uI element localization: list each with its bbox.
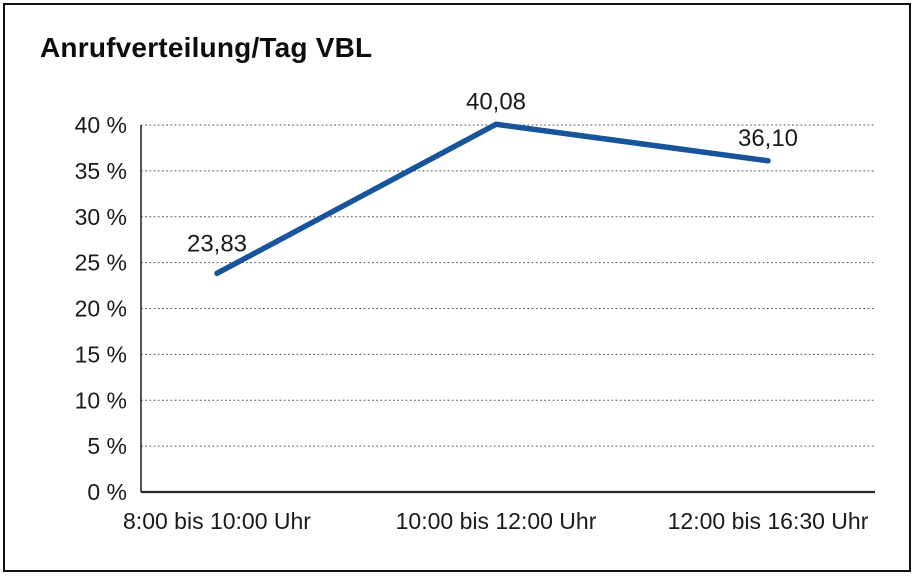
data-point-label: 40,08 [466, 88, 526, 115]
chart-title: Anrufverteilung/Tag VBL [40, 32, 373, 63]
x-category-label: 8:00 bis 10:00 Uhr [123, 508, 311, 534]
data-point-label: 36,10 [738, 125, 798, 152]
y-tick-label: 20 % [75, 296, 127, 322]
y-tick-label: 30 % [75, 204, 127, 230]
data-point-label: 23,83 [187, 230, 247, 257]
y-tick-label: 15 % [75, 341, 127, 367]
y-tick-label: 5 % [87, 433, 127, 459]
y-tick-label: 35 % [75, 158, 127, 184]
x-category-label: 12:00 bis 16:30 Uhr [668, 508, 869, 534]
y-tick-label: 40 % [75, 112, 127, 138]
chart-frame [3, 3, 911, 572]
y-tick-label: 25 % [75, 250, 127, 276]
data-line [214, 121, 771, 277]
y-tick-label: 0 % [87, 479, 127, 505]
y-tick-label: 10 % [75, 387, 127, 413]
x-category-label: 10:00 bis 12:00 Uhr [396, 508, 597, 534]
